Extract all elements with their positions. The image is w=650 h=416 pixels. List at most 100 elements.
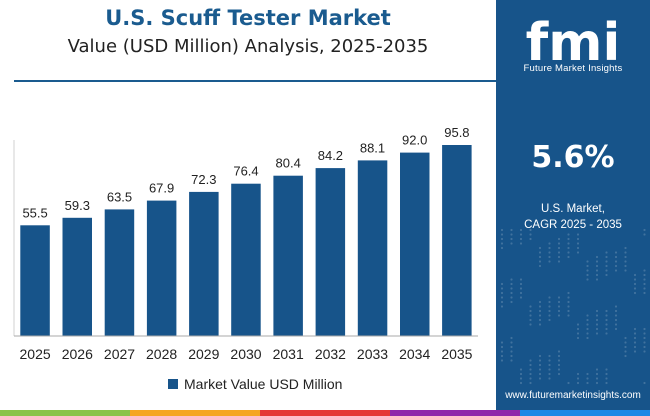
pattern-dot [529, 314, 532, 317]
pattern-dot [643, 273, 646, 277]
cagr-value: 5.6% [531, 140, 615, 175]
pattern-dot [624, 255, 627, 259]
pattern-dot [557, 251, 561, 254]
pattern-dot [576, 242, 580, 245]
chart-subtitle: Value (USD Million) Analysis, 2025-2035 [67, 36, 429, 57]
bar-2030 [231, 183, 261, 336]
pattern-dot [538, 363, 542, 367]
pattern-dot [567, 296, 570, 299]
pattern-dot [510, 291, 513, 295]
pattern-dot [643, 291, 646, 295]
pattern-dot [500, 242, 504, 245]
pattern-dot [510, 296, 513, 299]
pattern-dot [586, 377, 589, 380]
pattern-dot [576, 323, 580, 326]
pattern-dot [557, 300, 561, 304]
data-label-2027: 63.5 [107, 189, 132, 204]
data-label-2029: 72.3 [191, 172, 216, 187]
pattern-dot [605, 381, 608, 385]
website-link[interactable]: www.futuremarketinsights.com [505, 390, 641, 401]
data-label-2035: 95.8 [444, 125, 469, 140]
pattern-dot [567, 251, 570, 254]
pattern-dot [643, 228, 646, 232]
logo-text: fmi [526, 13, 621, 73]
data-label-2025: 55.5 [22, 205, 47, 220]
pattern-dot [510, 237, 513, 241]
pattern-dot [614, 264, 618, 268]
pattern-dot [519, 233, 523, 236]
pattern-dot [614, 260, 618, 263]
bar-2027 [104, 209, 135, 336]
pattern-dot [510, 345, 513, 349]
pattern-dot [614, 309, 618, 313]
pattern-dot [614, 314, 618, 317]
pattern-dot [614, 323, 618, 326]
pattern-dot [643, 345, 646, 349]
pattern-dot [586, 273, 589, 277]
pattern-dot [614, 255, 618, 259]
bar-2032 [315, 168, 346, 336]
pattern-dot [595, 273, 599, 277]
pattern-dot [557, 309, 561, 313]
pattern-dot [510, 287, 513, 290]
pattern-dot [538, 246, 542, 250]
pattern-dot [643, 278, 646, 281]
pattern-dot [586, 323, 589, 326]
pattern-dot [510, 354, 513, 358]
pattern-dot [548, 296, 551, 299]
pattern-dot [643, 233, 646, 236]
pattern-dot [500, 228, 504, 232]
pattern-dot [605, 372, 608, 376]
x-tick-2032: 2032 [315, 346, 346, 362]
pattern-dot [557, 305, 561, 308]
pattern-dot [510, 278, 513, 281]
pattern-dot [605, 368, 608, 371]
pattern-dot [567, 314, 570, 317]
pattern-dot [614, 305, 618, 308]
pattern-dot [557, 246, 561, 250]
pattern-dot [538, 372, 542, 376]
pattern-dot [538, 305, 542, 308]
pattern-dot [576, 381, 580, 385]
pattern-dot [548, 251, 551, 254]
pattern-dot [586, 269, 589, 272]
pattern-dot [557, 242, 561, 245]
pattern-dot [557, 296, 561, 299]
bar-2028 [146, 200, 177, 336]
legend-label: Market Value USD Million [184, 376, 343, 392]
pattern-dot [529, 233, 532, 236]
pattern-dot [576, 332, 580, 335]
pattern-dot [633, 278, 637, 281]
pattern-dot [529, 368, 532, 371]
pattern-dot [548, 242, 551, 245]
pattern-dot [643, 336, 646, 340]
pattern-dot [500, 233, 504, 236]
logo-subtitle: Future Market Insights [523, 63, 623, 74]
pattern-dot [576, 327, 580, 331]
pattern-dot [548, 305, 551, 308]
pattern-dot [643, 287, 646, 290]
pattern-dot [643, 350, 646, 353]
pattern-dot [614, 318, 618, 322]
pattern-dot [510, 336, 513, 340]
pattern-dot [548, 354, 551, 358]
footer-stripe-segment-2 [130, 410, 260, 416]
pattern-dot [567, 305, 570, 308]
pattern-dot [633, 282, 637, 286]
pattern-dot [624, 341, 627, 344]
pattern-dot [500, 300, 504, 304]
footer-stripe [0, 410, 650, 416]
pattern-dot [529, 309, 532, 313]
pattern-dot [643, 282, 646, 286]
pattern-dot [595, 309, 599, 313]
pattern-dot [557, 350, 561, 353]
x-tick-2034: 2034 [399, 346, 430, 362]
pattern-dot [567, 237, 570, 241]
pattern-dot [605, 273, 608, 277]
pattern-dot [557, 363, 561, 367]
pattern-dot [548, 363, 551, 367]
footer-stripe-segment-3 [260, 410, 390, 416]
pattern-dot [633, 341, 637, 344]
pattern-dot [500, 350, 504, 353]
pattern-dot [510, 300, 513, 304]
